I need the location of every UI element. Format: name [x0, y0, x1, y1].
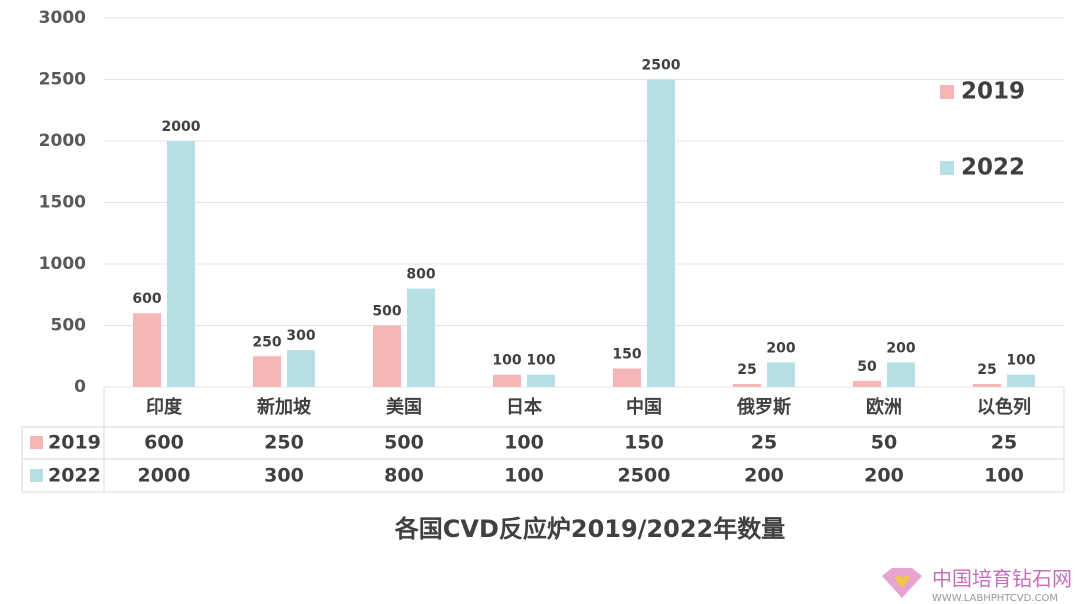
logo-heart: [894, 575, 910, 588]
bar: [733, 383, 761, 387]
data-label: 200: [886, 340, 915, 356]
watermark: 中国培育钻石网 WWW.LABHPHTCVD.COM: [882, 567, 1072, 604]
data-label: 300: [286, 328, 315, 344]
table-cell: 2500: [618, 465, 671, 487]
x-tick-label: 美国: [386, 396, 422, 418]
data-label: 2000: [162, 119, 201, 135]
data-label: 100: [526, 353, 555, 369]
legend-swatch: [940, 85, 954, 99]
bar: [407, 288, 435, 387]
bar: [133, 313, 161, 387]
bar: [253, 356, 281, 387]
y-tick-label: 1500: [39, 193, 86, 213]
bar: [973, 383, 1001, 387]
table-cell: 200: [744, 465, 784, 487]
data-label: 250: [252, 334, 281, 350]
table-cell: 100: [504, 465, 544, 487]
table-cell: 600: [144, 432, 184, 454]
table-cell: 250: [264, 432, 304, 454]
data-label: 25: [977, 362, 996, 378]
chart-title: 各国CVD反应炉2019/2022年数量: [394, 515, 785, 543]
table-cell: 100: [504, 432, 544, 454]
table-cell: 25: [751, 432, 777, 454]
table-cell: 150: [624, 432, 664, 454]
table-cell: 2000: [138, 465, 191, 487]
data-label: 150: [612, 347, 641, 363]
bar: [767, 362, 795, 387]
table-cell: 500: [384, 432, 424, 454]
data-label: 100: [1006, 353, 1035, 369]
table-cell: 800: [384, 465, 424, 487]
table-swatch: [30, 436, 43, 449]
bar: [373, 325, 401, 387]
data-label: 2500: [642, 58, 681, 74]
bar: [167, 141, 195, 387]
y-tick-label: 2000: [39, 131, 86, 151]
data-label: 500: [372, 304, 401, 320]
watermark-name: 中国培育钻石网: [932, 567, 1072, 591]
y-tick-label: 0: [74, 377, 86, 397]
data-label: 600: [132, 291, 161, 307]
x-tick-label: 日本: [506, 396, 542, 418]
x-tick-label: 欧洲: [866, 396, 902, 418]
bar: [887, 362, 915, 387]
bar: [853, 380, 881, 387]
data-label: 50: [857, 359, 877, 375]
x-tick-label: 印度: [146, 396, 183, 418]
legend-swatch: [940, 161, 954, 175]
table-swatch: [30, 469, 43, 482]
table-cell: 200: [864, 465, 904, 487]
data-label: 200: [766, 340, 795, 356]
bar: [1007, 374, 1035, 387]
table-row-label: 2022: [48, 465, 101, 487]
y-tick-label: 2500: [39, 70, 86, 90]
x-tick-label: 以色列: [977, 396, 1031, 418]
legend-label: 2019: [961, 79, 1025, 105]
data-label: 25: [737, 362, 756, 378]
y-tick-label: 1000: [39, 254, 86, 274]
bar: [493, 374, 521, 387]
watermark-url: WWW.LABHPHTCVD.COM: [932, 593, 1058, 604]
bar: [287, 350, 315, 387]
data-label: 100: [492, 353, 521, 369]
table-cell: 25: [991, 432, 1017, 454]
bar: [613, 368, 641, 387]
bar: [647, 79, 675, 387]
x-tick-label: 俄罗斯: [736, 396, 791, 418]
table-cell: 50: [871, 432, 897, 454]
x-tick-label: 中国: [626, 396, 662, 418]
bar: [527, 374, 555, 387]
table-row-label: 2019: [48, 432, 101, 454]
table-cell: 300: [264, 465, 304, 487]
y-tick-label: 500: [51, 316, 87, 336]
x-tick-label: 新加坡: [257, 396, 312, 418]
y-tick-label: 3000: [39, 8, 86, 28]
table-cell: 100: [984, 465, 1024, 487]
legend-label: 2022: [961, 155, 1025, 181]
data-label: 800: [406, 267, 435, 283]
